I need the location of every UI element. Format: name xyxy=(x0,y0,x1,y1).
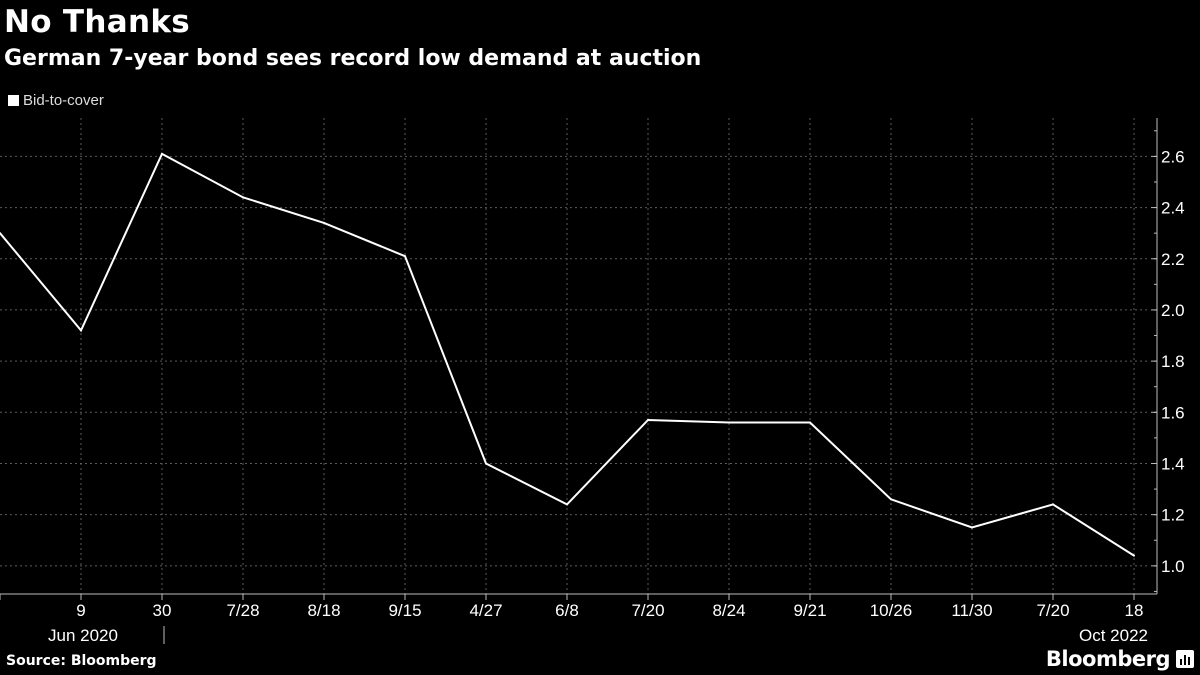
data-point xyxy=(971,526,973,529)
y-tick-label: 2.4 xyxy=(1161,199,1185,218)
data-point xyxy=(809,421,811,424)
x-tick-label: 7/20 xyxy=(631,601,664,620)
data-point xyxy=(80,329,82,332)
x-tick-label: 7/20 xyxy=(1036,601,1069,620)
x-tick-label: 18 xyxy=(1125,601,1144,620)
x-tick-label: 9/15 xyxy=(388,601,421,620)
source-note: Source: Bloomberg xyxy=(6,653,157,669)
chart-subtitle: German 7-year bond sees record low deman… xyxy=(4,46,702,71)
chart-title: No Thanks xyxy=(4,4,191,40)
y-tick-label: 1.0 xyxy=(1161,557,1185,576)
x-tick-label: 10/26 xyxy=(870,601,913,620)
brand-logo: Bloomberg xyxy=(1045,647,1171,671)
legend: Bid-to-cover xyxy=(8,92,104,109)
legend-label: Bid-to-cover xyxy=(23,92,104,109)
data-point xyxy=(161,152,163,155)
x-period-label: Jun 2020 xyxy=(48,626,118,645)
data-point xyxy=(485,462,487,465)
x-tick-label: 6/8 xyxy=(555,601,579,620)
data-point xyxy=(647,418,649,421)
data-point xyxy=(0,232,1,235)
legend-swatch xyxy=(8,95,19,106)
y-tick-label: 2.0 xyxy=(1161,301,1185,320)
x-tick-label: 4/27 xyxy=(469,601,502,620)
x-tick-label: 11/30 xyxy=(951,601,992,620)
terminal-icon xyxy=(1176,650,1194,668)
y-tick-label: 1.2 xyxy=(1161,506,1185,525)
y-tick-label: 2.6 xyxy=(1161,147,1185,166)
y-tick-label: 1.8 xyxy=(1161,352,1185,371)
data-point xyxy=(1052,503,1054,506)
y-tick-label: 2.2 xyxy=(1161,250,1185,269)
data-point xyxy=(566,503,568,506)
data-point xyxy=(1133,554,1135,557)
x-period-label: Oct 2022 xyxy=(1079,626,1148,645)
x-tick-label: 7/28 xyxy=(226,601,259,620)
data-point xyxy=(890,498,892,501)
y-tick-label: 1.6 xyxy=(1161,403,1185,422)
data-point xyxy=(323,221,325,224)
x-tick-label: 9 xyxy=(76,601,85,620)
y-tick-label: 1.4 xyxy=(1161,454,1185,473)
data-point xyxy=(242,196,244,199)
data-point xyxy=(404,255,406,258)
x-tick-label: 9/21 xyxy=(793,601,826,620)
data-point xyxy=(728,421,730,424)
x-tick-label: 8/18 xyxy=(307,601,340,620)
x-tick-label: 8/24 xyxy=(712,601,745,620)
x-tick-label: 30 xyxy=(153,601,172,620)
